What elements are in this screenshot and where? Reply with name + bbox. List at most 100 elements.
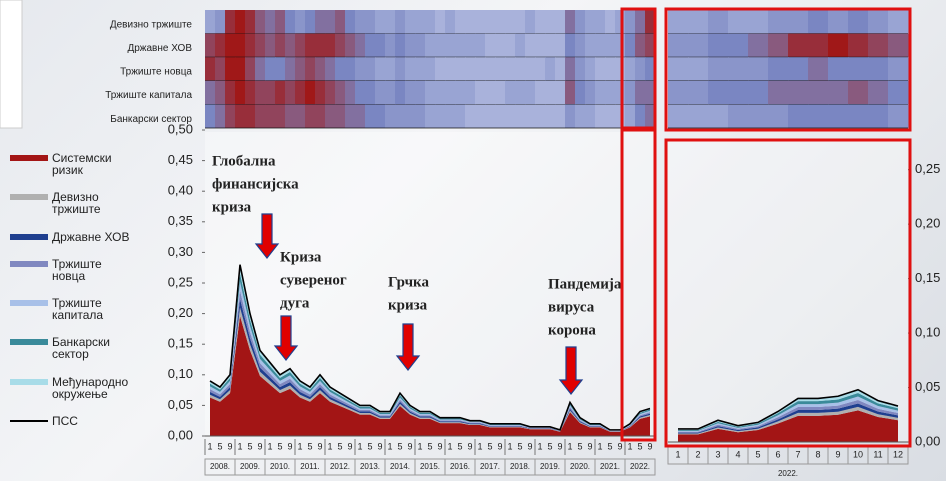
heatmap-cell bbox=[768, 81, 789, 105]
x-tick-label: 9 bbox=[377, 441, 382, 451]
heatmap-cell bbox=[415, 57, 426, 81]
heatmap-cell bbox=[285, 57, 296, 81]
heatmap-cell bbox=[515, 34, 526, 58]
heatmap-cell bbox=[395, 81, 406, 105]
x-tick-label: 5 bbox=[427, 441, 432, 451]
heatmap-cell bbox=[828, 104, 849, 128]
heatmap-cell bbox=[768, 104, 789, 128]
heatmap-cell bbox=[225, 10, 236, 34]
y-tick-label: 0,10 bbox=[168, 366, 193, 381]
heatmap-cell bbox=[888, 81, 909, 105]
heatmap-cell bbox=[535, 34, 546, 58]
heatmap-cell bbox=[475, 104, 486, 128]
heatmap-cell bbox=[605, 57, 616, 81]
heatmap-cell bbox=[565, 57, 576, 81]
y-tick-label: 0,20 bbox=[915, 216, 940, 231]
heatmap-cell bbox=[305, 34, 316, 58]
heatmap-cell bbox=[475, 34, 486, 58]
heatmap-cell bbox=[808, 10, 829, 34]
y-tick-label: 0,15 bbox=[915, 270, 940, 285]
heatmap-cell bbox=[708, 34, 729, 58]
heatmap-cell bbox=[585, 81, 596, 105]
heatmap-cell bbox=[345, 34, 356, 58]
heatmap-cell bbox=[215, 57, 226, 81]
heatmap-cell bbox=[455, 10, 466, 34]
heatmap-cell bbox=[475, 10, 486, 34]
heatmap-cell bbox=[405, 57, 416, 81]
x-tick-label: 5 bbox=[487, 441, 492, 451]
x-tick-label: 1 bbox=[297, 441, 302, 451]
heatmap-cell bbox=[828, 57, 849, 81]
heatmap-cell bbox=[285, 81, 296, 105]
heatmap-cell bbox=[708, 81, 729, 105]
heatmap-cell bbox=[295, 81, 306, 105]
x-tick-label: 9 bbox=[557, 441, 562, 451]
x-tick-label: 1 bbox=[357, 441, 362, 451]
heatmap-cell bbox=[355, 81, 366, 105]
heatmap-cell bbox=[365, 34, 376, 58]
heatmap-cell bbox=[335, 34, 346, 58]
year-label: 2019. bbox=[540, 462, 560, 471]
heatmap-cell bbox=[505, 34, 516, 58]
heatmap-cell bbox=[415, 10, 426, 34]
x-tick-label: 9 bbox=[317, 441, 322, 451]
heatmap-cell bbox=[305, 104, 316, 128]
heatmap-cell bbox=[455, 34, 466, 58]
x-tick-label: 9 bbox=[497, 441, 502, 451]
heatmap-cell bbox=[465, 57, 476, 81]
heatmap-cell bbox=[788, 10, 809, 34]
heatmap-cell bbox=[808, 81, 829, 105]
x-tick-label: 1 bbox=[597, 441, 602, 451]
heatmap-cell bbox=[365, 104, 376, 128]
x-tick-label: 1 bbox=[537, 441, 542, 451]
x-tick-label: 9 bbox=[617, 441, 622, 451]
x-tick-label: 1 bbox=[387, 441, 392, 451]
year-label: 2013. bbox=[360, 462, 380, 471]
heatmap-cell bbox=[495, 81, 506, 105]
heatmap-cell bbox=[335, 81, 346, 105]
year-label: 2016. bbox=[450, 462, 470, 471]
heatmap-cell bbox=[235, 104, 246, 128]
heatmap-cell bbox=[635, 104, 646, 128]
heatmap-cell bbox=[465, 81, 476, 105]
heatmap-cell bbox=[585, 57, 596, 81]
heatmap-cell bbox=[525, 10, 536, 34]
heatmap-cell bbox=[235, 57, 246, 81]
heatmap-cell bbox=[768, 57, 789, 81]
heatmap-cell bbox=[485, 10, 496, 34]
x-tick-label: 9 bbox=[467, 441, 472, 451]
heatmap-cell bbox=[708, 10, 729, 34]
x-tick-label: 10 bbox=[853, 449, 863, 459]
heatmap-cell bbox=[708, 57, 729, 81]
heatmap-cell bbox=[848, 34, 869, 58]
heatmap-cell bbox=[405, 81, 416, 105]
heatmap-cell bbox=[728, 57, 749, 81]
heatmap-cell bbox=[635, 57, 646, 81]
heatmap-cell bbox=[615, 81, 626, 105]
heatmap-cell bbox=[265, 81, 276, 105]
heatmap-cell bbox=[688, 81, 709, 105]
heatmap-cell bbox=[275, 10, 286, 34]
y-tick-label: 0,25 bbox=[168, 274, 193, 289]
heatmap-cell bbox=[335, 10, 346, 34]
heatmap-cell bbox=[385, 57, 396, 81]
heatmap-cell bbox=[635, 81, 646, 105]
year-label: 2018. bbox=[510, 462, 530, 471]
heatmap-cell bbox=[545, 81, 556, 105]
heatmap-cell bbox=[215, 81, 226, 105]
heatmap-row-label: Државне ХОВ bbox=[127, 43, 192, 54]
heatmap-cell bbox=[748, 10, 769, 34]
heatmap-cell bbox=[565, 10, 576, 34]
heatmap-cell bbox=[295, 10, 306, 34]
heatmap-cell bbox=[788, 104, 809, 128]
heatmap-cell bbox=[605, 104, 616, 128]
heatmap-cell bbox=[555, 104, 566, 128]
heatmap-cell bbox=[555, 81, 566, 105]
y-tick-label: 0,50 bbox=[168, 121, 193, 136]
heatmap-cell bbox=[385, 104, 396, 128]
annotation: криза bbox=[388, 297, 428, 313]
heatmap-cell bbox=[385, 81, 396, 105]
legend-swatch bbox=[10, 261, 48, 267]
heatmap-cell bbox=[535, 104, 546, 128]
heatmap-cell bbox=[768, 34, 789, 58]
